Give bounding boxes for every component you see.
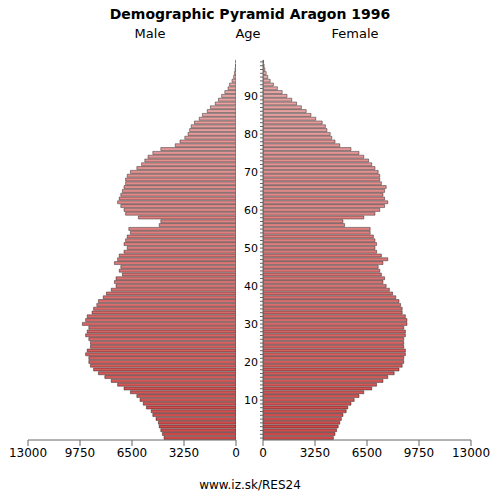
svg-text:3250: 3250 [300,446,331,460]
svg-text:70: 70 [244,166,258,179]
html-text:Age: Age [235,26,261,41]
svg-text:9750: 9750 [65,446,96,460]
svg-text:3250: 3250 [169,446,200,460]
svg-text:10: 10 [244,394,258,407]
svg-text:13000: 13000 [9,446,47,460]
html-text:Female: Female [331,26,379,41]
html-text:www.iz.sk/RES24: www.iz.sk/RES24 [199,478,301,492]
svg-text:6500: 6500 [117,446,148,460]
svg-text:9750: 9750 [404,446,435,460]
svg-text:50: 50 [244,242,258,255]
html-text:Male: Male [134,26,166,41]
svg-text:6500: 6500 [352,446,383,460]
svg-text:90: 90 [244,90,258,103]
svg-text:0: 0 [232,446,240,460]
svg-text:40: 40 [244,280,258,293]
html-text:Demographic Pyramid Aragon 199: Demographic Pyramid Aragon 1996 [109,6,391,22]
svg-text:60: 60 [244,204,258,217]
svg-text:30: 30 [244,318,258,331]
svg-text:80: 80 [244,128,258,141]
svg-text:20: 20 [244,356,258,369]
svg-text:0: 0 [259,446,267,460]
svg-text:13000: 13000 [452,446,490,460]
